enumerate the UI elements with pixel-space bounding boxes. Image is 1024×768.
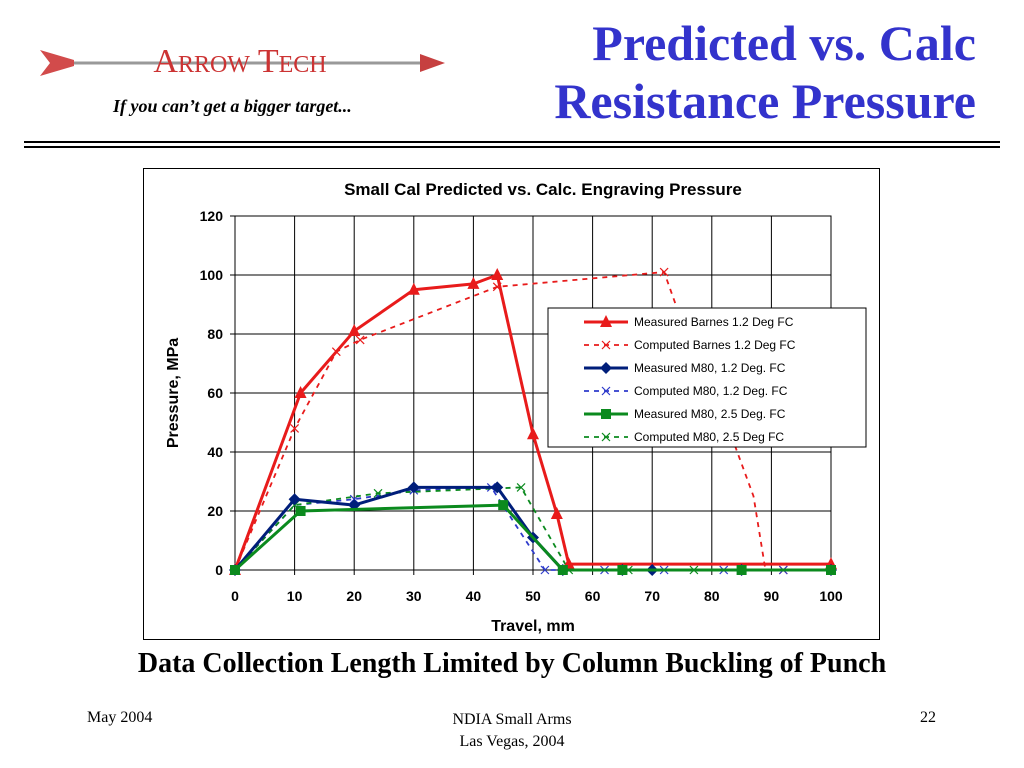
header-rule-bottom	[24, 146, 1000, 148]
slide-title-line-1: Predicted vs. Calc	[592, 15, 976, 71]
data-point	[527, 427, 539, 440]
data-point	[288, 493, 301, 506]
x-tick-label: 60	[585, 588, 601, 604]
data-point	[826, 565, 836, 575]
legend-marker	[601, 432, 611, 442]
footer-page-number: 22	[920, 709, 936, 726]
data-point	[407, 282, 420, 295]
legend-marker	[600, 315, 612, 327]
y-axis-label: Pressure, MPa	[165, 338, 182, 448]
x-axis-label: Travel, mm	[491, 618, 575, 635]
legend-label: Computed M80, 1.2 Deg. FC	[634, 384, 788, 398]
legend-label: Measured M80, 2.5 Deg. FC	[634, 407, 786, 421]
x-tick-label: 80	[704, 588, 720, 604]
data-point	[491, 481, 504, 494]
y-tick-label: 0	[215, 562, 223, 578]
footer-event-line-1: NDIA Small Arms	[452, 711, 572, 728]
svg-text:Arrow Tech: Arrow Tech	[153, 43, 326, 80]
x-tick-label: 0	[231, 588, 239, 604]
slide-caption: Data Collection Length Limited by Column…	[137, 648, 887, 679]
pressure-chart: Small Cal Predicted vs. Calc. Engraving …	[165, 180, 867, 635]
footer-event-line-2: Las Vegas, 2004	[459, 733, 565, 750]
data-point	[348, 324, 361, 337]
chart-title: Small Cal Predicted vs. Calc. Engraving …	[344, 180, 742, 199]
x-tick-label: 40	[466, 588, 482, 604]
footer-event: NDIA Small Arms Las Vegas, 2004	[412, 709, 612, 753]
data-point	[498, 500, 509, 511]
y-tick-label: 120	[200, 208, 224, 224]
legend-marker	[600, 362, 612, 374]
x-tick-label: 50	[525, 588, 541, 604]
x-tick-label: 20	[346, 588, 362, 604]
y-tick-label: 60	[207, 385, 223, 401]
x-tick-label: 30	[406, 588, 422, 604]
footer-date: May 2004	[87, 709, 153, 726]
data-point	[736, 565, 747, 575]
tagline: If you can’t get a bigger target...	[113, 96, 352, 116]
data-point	[467, 276, 480, 289]
y-tick-label: 20	[207, 503, 223, 519]
data-point	[557, 565, 568, 575]
data-point	[295, 506, 306, 516]
chart-frame: Small Cal Predicted vs. Calc. Engraving …	[143, 168, 880, 640]
series-line-0	[233, 273, 831, 571]
data-point	[230, 565, 240, 575]
data-point	[540, 565, 550, 575]
y-tick-label: 40	[207, 444, 223, 460]
slide-title: Predicted vs. Calc Resistance Pressure	[456, 14, 976, 130]
data-point	[294, 386, 307, 398]
legend-label: Computed Barnes 1.2 Deg FC	[634, 338, 796, 352]
y-tick-label: 100	[200, 267, 224, 283]
y-tick-label: 80	[207, 326, 223, 342]
legend-marker	[601, 340, 611, 350]
data-point	[290, 423, 300, 433]
x-tick-label: 10	[287, 588, 303, 604]
legend-box	[547, 307, 867, 448]
legend: Measured Barnes 1.2 Deg FC Computed Barne…	[547, 307, 867, 448]
arrow-head-icon	[420, 54, 445, 72]
header-rule-top	[24, 141, 1000, 143]
arrow-fletching-icon	[40, 50, 74, 76]
data-point	[355, 335, 365, 345]
data-point	[550, 506, 563, 519]
legend-label: Measured Barnes 1.2 Deg FC	[634, 315, 794, 329]
arrow-tech-logo: Arrow Tech	[40, 43, 445, 80]
slide-title-line-2: Resistance Pressure	[554, 73, 976, 129]
x-tick-label: 100	[819, 588, 843, 604]
data-point	[491, 268, 504, 280]
x-tick-label: 70	[644, 588, 660, 604]
legend-label: Computed M80, 2.5 Deg FC	[634, 430, 784, 444]
legend-marker	[601, 386, 611, 396]
data-point	[407, 481, 420, 494]
x-tick-label: 90	[764, 588, 780, 604]
data-point	[617, 565, 628, 575]
legend-marker	[601, 409, 611, 419]
data-point	[516, 482, 526, 492]
data-point	[659, 267, 669, 277]
legend-label: Measured M80, 1.2 Deg. FC	[634, 361, 786, 375]
